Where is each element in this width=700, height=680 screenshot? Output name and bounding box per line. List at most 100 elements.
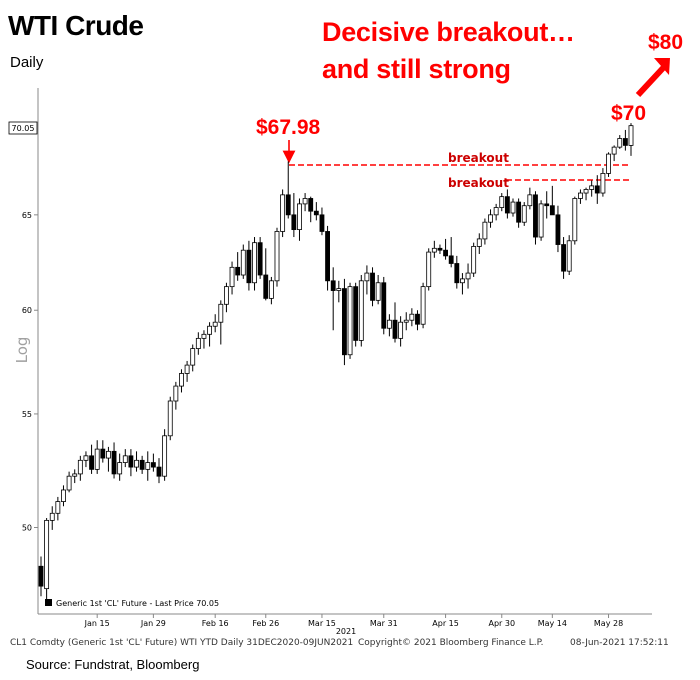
x-tick-label: Jan 15 <box>84 619 110 628</box>
y-ticks: 50 55 60 65 <box>22 211 38 533</box>
candle-body-up <box>201 333 207 339</box>
candle-body-up <box>476 238 482 247</box>
candle <box>465 263 471 289</box>
candle-body-up <box>83 455 89 461</box>
candle <box>392 302 398 343</box>
candle <box>510 198 516 217</box>
candle-body-up <box>61 489 66 502</box>
candle-body-up <box>134 459 139 468</box>
candle-body-up <box>521 205 527 223</box>
candle <box>504 189 510 219</box>
candle <box>448 237 454 268</box>
candle <box>257 237 263 279</box>
candle <box>218 300 224 345</box>
candle-body-up <box>44 519 50 590</box>
candle <box>117 453 123 481</box>
candle <box>381 276 387 335</box>
candle <box>94 440 100 474</box>
candle <box>128 449 134 477</box>
candle <box>521 202 527 226</box>
candlestick-chart: 50 55 60 65 Jan 15 Jan 29 Feb 16 Feb 26 Mar 15 M… <box>8 58 670 636</box>
candle-body-up <box>403 319 409 323</box>
peak-price-label: $67.98 <box>256 116 321 139</box>
x-ticks: Jan 15 Jan 29 Feb 16 Feb 26 Mar 15 Mar 31 Apr … <box>84 614 623 628</box>
candle-body-up <box>527 194 533 207</box>
candle <box>415 310 420 331</box>
candle-body-down <box>392 319 398 339</box>
candle-body-up <box>482 221 488 240</box>
candle <box>235 252 241 281</box>
candle-body-up <box>77 459 83 475</box>
candle <box>72 469 78 484</box>
candle-body-down <box>594 185 600 194</box>
candle <box>55 496 61 521</box>
candle-body-up <box>364 272 370 282</box>
candle <box>594 175 600 204</box>
x-tick-label: Mar 15 <box>308 619 336 628</box>
candle-body-up <box>431 247 437 253</box>
candle <box>252 237 257 291</box>
candle <box>606 152 611 177</box>
candle <box>319 207 325 236</box>
candle <box>224 282 229 313</box>
x-tick-label: May 14 <box>538 619 567 628</box>
candle-body-up <box>179 373 184 387</box>
candle-body-down <box>246 249 252 284</box>
candle <box>106 446 111 472</box>
candle <box>628 123 634 156</box>
candle <box>167 396 173 441</box>
candle-body-down <box>381 282 387 329</box>
candle-body-down <box>555 214 561 245</box>
candle <box>443 238 448 260</box>
candle <box>572 196 578 245</box>
candle <box>190 344 196 372</box>
candle-body-up <box>297 203 302 231</box>
candle-body-up <box>252 242 257 284</box>
candle <box>280 189 286 238</box>
candle-body-down <box>549 205 555 216</box>
last-price-value: 70.05 <box>12 124 35 133</box>
candle-body-down <box>128 455 134 468</box>
footer-timestamp: 08-Jun-2021 17:52:11 <box>570 638 669 648</box>
candle <box>212 314 218 333</box>
candle-body-up <box>493 207 499 216</box>
candle-body-up <box>106 450 111 459</box>
candle <box>358 275 364 347</box>
candle <box>246 240 252 291</box>
candle-body-down <box>263 274 269 299</box>
candle-body-up <box>173 385 179 402</box>
candle <box>77 455 83 481</box>
candle-body-up <box>611 146 617 155</box>
candle-body-down <box>139 459 145 470</box>
candle <box>342 278 347 366</box>
candle-body-up <box>195 337 201 349</box>
candle-body-up <box>465 272 471 280</box>
candle-body-down <box>533 194 538 238</box>
candle <box>330 267 336 331</box>
candles <box>38 123 634 602</box>
candle <box>139 455 145 474</box>
candle-body-up <box>488 214 493 223</box>
candle <box>589 180 595 197</box>
candle-body-up <box>510 201 516 214</box>
y-tick-label: 50 <box>22 524 32 533</box>
candle-body-up <box>336 288 342 291</box>
candle <box>409 308 415 327</box>
candle <box>162 429 168 481</box>
candle <box>476 233 482 254</box>
candle-body-down <box>504 196 510 214</box>
candle <box>583 187 589 201</box>
candle-body-up <box>167 400 173 437</box>
candle-body-up <box>207 325 212 335</box>
headline-line-1: Decisive breakout… <box>322 17 575 47</box>
candle <box>622 129 628 151</box>
candle-body-up <box>420 286 426 325</box>
candle <box>420 282 426 329</box>
candle <box>516 198 522 228</box>
candle <box>150 453 156 472</box>
candle-body-down <box>285 194 291 216</box>
candle <box>184 360 190 382</box>
x-year-label: 2021 <box>336 627 356 636</box>
candle-body-down <box>437 247 443 251</box>
candle-body-down <box>353 286 359 341</box>
